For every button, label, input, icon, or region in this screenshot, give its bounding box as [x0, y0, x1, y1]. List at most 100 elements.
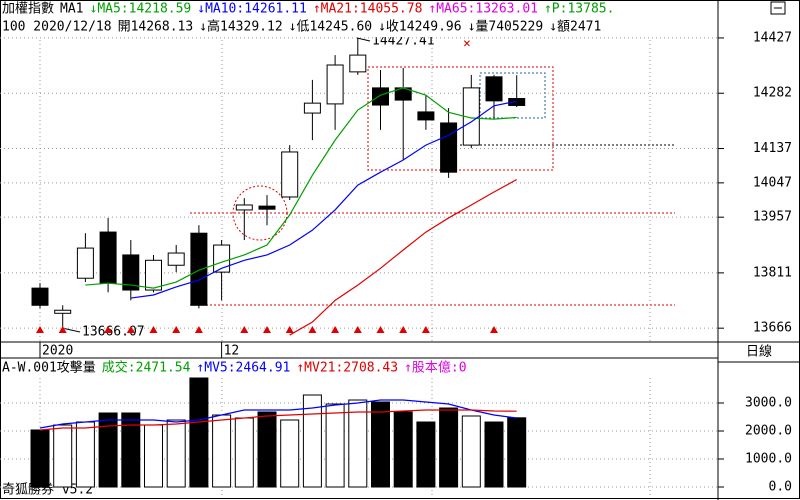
volume-bar [439, 407, 459, 488]
line-series [39, 399, 517, 429]
signal-marker [331, 326, 340, 333]
header-text: 開14268.13 [118, 20, 194, 35]
y-tick-label: 3000.0 [745, 396, 792, 411]
high-annotation: 14427.41 [372, 34, 435, 49]
y-tick-label: 0.0 [769, 480, 792, 495]
x-tick-label: 12 [224, 344, 240, 359]
volume-bar [302, 394, 322, 488]
header-text: ↑MA65:13263.01 [428, 2, 538, 17]
header-text: ↓量7405229 [468, 20, 544, 35]
candle-body [54, 309, 72, 314]
header-text: ↓MA10:14261.11 [197, 2, 307, 17]
volume-bar [234, 417, 254, 488]
volume-bar [348, 399, 368, 488]
line-series [289, 178, 517, 336]
signal-marker [149, 326, 158, 333]
volume-bar [98, 412, 118, 488]
header-text: ↑MV5:2464.91 [196, 361, 290, 376]
signal-marker [58, 326, 67, 333]
period-label: 日線 [746, 344, 772, 360]
candle-body [31, 287, 49, 306]
header-text: ↑股本億:0 [404, 360, 466, 376]
header-text: ↓高14329.12 [199, 19, 282, 35]
signal-marker [172, 326, 181, 333]
header-bg [1, 359, 717, 377]
signal-marker [126, 326, 135, 333]
candle-body [372, 87, 389, 106]
candle-body [122, 254, 140, 291]
header-bg [1, 1, 717, 37]
candle-body [190, 232, 208, 306]
line-series [39, 409, 517, 431]
candle-body [281, 151, 299, 198]
candle-body [303, 102, 321, 114]
volume-bar [393, 411, 413, 488]
signal-marker [376, 326, 385, 333]
signal-marker [263, 326, 271, 333]
volume-bar [484, 421, 504, 488]
header-text: ↑MA21:14055.78 [313, 2, 423, 17]
volume-bar [75, 421, 95, 488]
volume-bar [53, 424, 73, 488]
signal-marker [490, 326, 498, 333]
signal-marker [240, 326, 249, 333]
y-tick-label: 13811 [753, 265, 792, 280]
volume-bar [212, 414, 232, 488]
signal-marker [36, 326, 44, 333]
candle-body [167, 252, 185, 266]
y-tick-label: 13666 [753, 321, 792, 336]
candle-body [440, 122, 458, 173]
header-text: MA1 [60, 2, 83, 17]
header-text: ↓MA5:14218.59 [90, 2, 192, 17]
header-text: ↓收14249.96 [378, 20, 461, 35]
signal-marker [421, 326, 430, 333]
volume-bar [189, 377, 209, 488]
candle-body [145, 259, 162, 291]
signal-marker [194, 326, 203, 333]
header-text: ↓低14245.60 [289, 20, 372, 35]
y-tick-label: 14047 [753, 175, 792, 190]
volume-bar [416, 421, 436, 488]
header-text: A-W.001攻擊量 [2, 360, 96, 376]
header-text: 成交:2471.54 [102, 360, 191, 376]
candle-body [213, 244, 231, 273]
line-series [85, 87, 517, 289]
signal-marker [308, 326, 317, 333]
volume-bar [280, 419, 300, 488]
header-text: ↑MV21:2708.43 [296, 361, 398, 376]
signal-marker [104, 326, 113, 333]
volume-bar [371, 401, 390, 488]
candle-body [235, 204, 253, 211]
candle-body [508, 98, 526, 106]
candle-body [485, 76, 503, 102]
candle-body [326, 64, 344, 105]
header-text: ↓額2471 [549, 20, 601, 35]
signal-marker [399, 326, 408, 333]
candle-body [99, 231, 117, 284]
volume-bar [166, 419, 186, 488]
header-text: 加權指數 [2, 2, 54, 17]
y-tick-label: 1000.0 [745, 452, 792, 467]
candle-body [349, 54, 367, 73]
volume-bar [507, 417, 527, 488]
drawn-box [479, 72, 546, 119]
line-series [130, 100, 517, 299]
candle-body [417, 111, 435, 121]
x-tick-label: 2020 [42, 344, 73, 359]
volume-bar [325, 403, 345, 488]
drawn-box [367, 66, 554, 171]
y-tick-label: 13957 [753, 210, 792, 225]
signal-marker [285, 326, 294, 333]
leader-line [356, 37, 371, 42]
low-annotation: 13666.07 [82, 325, 145, 340]
signal-marker [353, 326, 362, 333]
header-text: 100 2020/12/18 [2, 20, 112, 35]
volume-bar [144, 424, 163, 488]
y-tick-label: 14282 [753, 86, 792, 101]
volume-bar [30, 429, 50, 488]
y-tick-label: 14137 [753, 141, 792, 156]
volume-bar [257, 411, 277, 488]
header-text: ↑P:13785. [544, 2, 614, 17]
candle-body [258, 205, 276, 210]
